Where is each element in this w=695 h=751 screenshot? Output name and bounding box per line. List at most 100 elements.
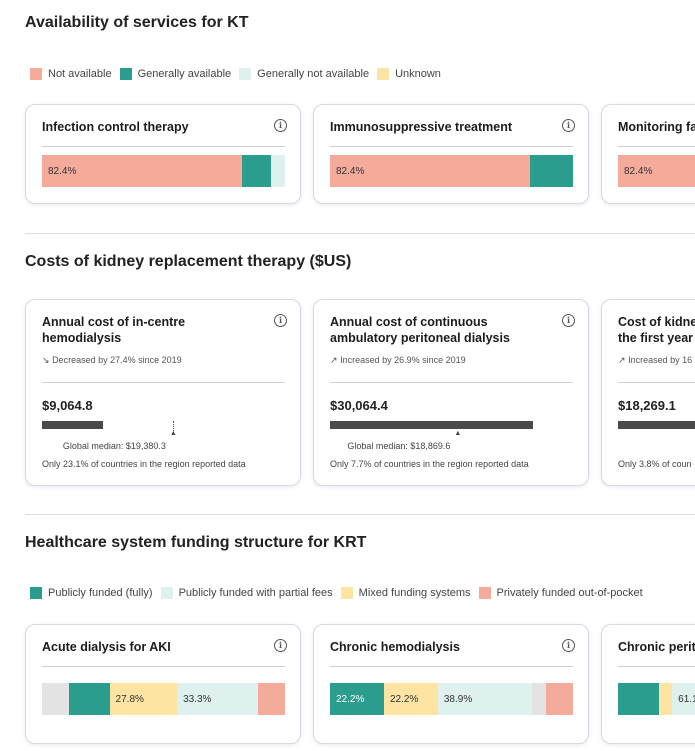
card-title: Chronic hemodialysis [330, 640, 460, 654]
card-divider [618, 382, 695, 383]
availability-card-infection-control[interactable]: Infection control therapy i 82.4% [25, 104, 301, 204]
bar-segment-unknown: 22.2% [383, 683, 438, 715]
bar-segment-generally-not-available: 61.1 [672, 683, 695, 715]
availability-stacked-bar: 82.4% [330, 155, 573, 187]
card-title: Acute dialysis for AKI [42, 640, 171, 654]
legend-label: Publicly funded with partial fees [178, 587, 333, 599]
funding-card-chronic-peritoneal[interactable]: Chronic perit 61.1 [601, 624, 695, 744]
trend-label: Decreased by 27.4% since 2019 [52, 355, 182, 365]
trend-up-icon: ↗ [330, 355, 338, 365]
swatch-generally-not-available [239, 68, 252, 80]
card-title: Infection control therapy [42, 120, 189, 134]
bar-segment-generally-available: 22.2% [330, 683, 384, 715]
funding-card-chronic-hemodialysis[interactable]: Chronic hemodialysis i 22.2% 22.2% 38.9% [313, 624, 589, 744]
availability-legend: Not available Generally available Genera… [30, 68, 449, 80]
bar-segment-generally-available [242, 155, 271, 187]
bar-segment-unknown: 27.8% [109, 683, 178, 715]
legend-label: Generally available [137, 68, 232, 80]
info-icon[interactable]: i [274, 639, 287, 652]
swatch-partial-fees [160, 587, 173, 599]
bar-segment-not-available [258, 683, 285, 715]
bar-segment-not-available [545, 683, 573, 715]
swatch-mixed-funding [340, 587, 353, 599]
info-icon[interactable]: i [562, 314, 575, 327]
availability-card-immunosuppressive[interactable]: Immunosuppressive treatment i 82.4% [313, 104, 589, 204]
section-divider [25, 514, 695, 515]
card-title: Chronic perit [618, 640, 695, 654]
card-divider [42, 666, 285, 667]
legend-item-mixed-funding: Mixed funding systems [340, 587, 471, 599]
trend-label: Increased by 26.9% since 2019 [340, 355, 466, 365]
card-title: Monitoring fa [618, 120, 695, 134]
legend-label: Generally not available [257, 68, 370, 80]
cost-bar [42, 421, 104, 429]
availability-stacked-bar: 82.4% [42, 155, 285, 187]
cost-bar [330, 421, 533, 429]
card-title-line-1: Annual cost of in-centre [42, 315, 186, 329]
cost-card-in-centre-hemodialysis[interactable]: Annual cost of in-centre hemodialysis i … [25, 299, 301, 486]
swatch-out-of-pocket [478, 587, 491, 599]
info-icon[interactable]: i [274, 314, 287, 327]
funding-card-acute-dialysis[interactable]: Acute dialysis for AKI i 27.8% 33.3% [25, 624, 301, 744]
swatch-not-available [30, 68, 42, 80]
card-title: Immunosuppressive treatment [330, 120, 512, 134]
bar-segment-generally-not-available [270, 155, 285, 187]
legend-item-partial-fees: Publicly funded with partial fees [160, 587, 333, 599]
card-title-line-1: Annual cost of continuous [330, 315, 488, 329]
card-title-line-2: the first year [618, 331, 694, 345]
card-title-line-2: hemodialysis [42, 331, 122, 345]
legend-label: Mixed funding systems [358, 587, 471, 599]
cost-card-first-year[interactable]: Cost of kidne the first year ↗ Increased… [601, 299, 695, 486]
swatch-unknown [377, 68, 390, 80]
median-arrow-icon: ▲ [169, 430, 177, 437]
trend-down-icon: ↘ [42, 355, 50, 365]
bar-segment-generally-available [618, 683, 659, 715]
legend-label: Not available [48, 68, 112, 80]
legend-item-generally-not-available: Generally not available [239, 68, 369, 80]
bar-segment-generally-available [530, 155, 573, 187]
median-label: Global median: $19,380.3 [62, 441, 166, 451]
cost-value: $9,064.8 [42, 398, 93, 413]
trend-label: Increased by 16 [628, 355, 693, 365]
trend-text: ↗ Increased by 26.9% since 2019 [330, 355, 466, 366]
bar-segment-other-gray [42, 683, 69, 715]
card-divider [618, 666, 695, 667]
legend-item-out-of-pocket: Privately funded out-of-pocket [478, 587, 643, 599]
funding-section-title: Healthcare system funding structure for … [25, 534, 367, 551]
funding-stacked-bar: 61.1 [618, 683, 695, 715]
trend-up-icon: ↗ [618, 355, 626, 365]
info-icon[interactable]: i [562, 119, 575, 132]
costs-section-title: Costs of kidney replacement therapy ($US… [25, 253, 352, 270]
median-marker [172, 421, 174, 431]
legend-item-not-available: Not available [30, 68, 112, 80]
bar-segment-not-available: 82.4% [42, 155, 243, 187]
bar-segment-not-available: 82.4% [618, 155, 695, 187]
card-divider [42, 382, 285, 383]
swatch-publicly-funded-fully [30, 587, 42, 599]
section-divider [25, 233, 695, 234]
availability-stacked-bar: 82.4% [618, 155, 695, 187]
legend-item-unknown: Unknown [377, 68, 441, 80]
legend-item-publicly-funded-fully: Publicly funded (fully) [30, 587, 153, 599]
cost-value: $18,269.1 [618, 398, 676, 413]
legend-label: Publicly funded (fully) [48, 587, 153, 599]
swatch-generally-available [119, 68, 132, 80]
info-icon[interactable]: i [274, 119, 287, 132]
median-arrow-icon: ▲ [454, 430, 462, 437]
legend-label: Privately funded out-of-pocket [496, 587, 643, 599]
info-icon[interactable]: i [562, 639, 575, 652]
card-divider [330, 146, 573, 147]
bar-segment-other-gray [532, 683, 546, 715]
coverage-note: Only 7.7% of countries in the region rep… [330, 459, 529, 469]
cost-card-capd[interactable]: Annual cost of continuous ambulatory per… [313, 299, 589, 486]
coverage-note: Only 23.1% of countries in the region re… [42, 459, 246, 469]
card-divider [330, 382, 573, 383]
card-divider [618, 146, 695, 147]
bar-segment-generally-not-available: 33.3% [177, 683, 258, 715]
coverage-note: Only 3.8% of coun [618, 459, 692, 469]
bar-segment-generally-not-available: 38.9% [437, 683, 533, 715]
funding-stacked-bar: 27.8% 33.3% [42, 683, 285, 715]
availability-card-monitoring[interactable]: Monitoring fa 82.4% [601, 104, 695, 204]
bar-segment-unknown [658, 683, 673, 715]
trend-text: ↘ Decreased by 27.4% since 2019 [42, 355, 182, 366]
